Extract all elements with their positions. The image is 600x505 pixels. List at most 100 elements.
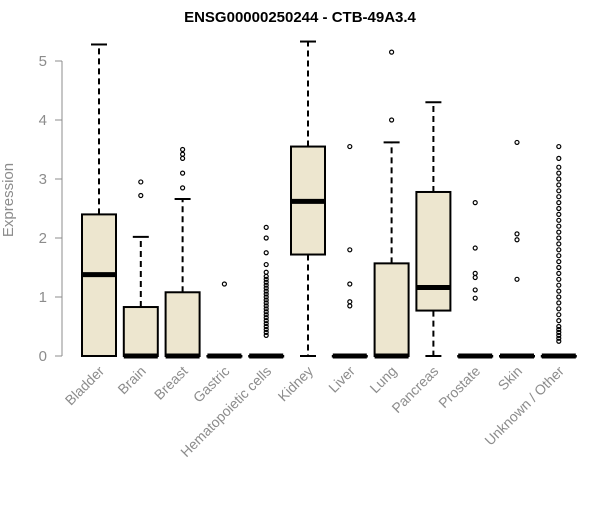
y-tick-label: 0: [39, 348, 47, 365]
outlier-point: [347, 303, 353, 309]
outlier-point: [556, 264, 562, 271]
outlier-point: [263, 320, 269, 327]
outlier-point: [263, 309, 269, 315]
outlier-point: [556, 155, 562, 161]
outlier-point: [180, 170, 186, 176]
outlier-point: [556, 294, 562, 300]
outlier-point: [556, 329, 562, 335]
outlier-point: [263, 315, 269, 321]
outlier-point: [556, 312, 562, 318]
outlier-point: [138, 192, 144, 199]
outlier-point: [389, 117, 395, 123]
outlier-point: [263, 332, 269, 338]
outlier-point: [347, 247, 353, 253]
outlier-point: [556, 176, 562, 182]
box-brain: [122, 179, 159, 359]
box-skin: [499, 139, 535, 359]
outlier-point: [180, 155, 186, 161]
outlier-point: [556, 211, 562, 217]
box-body: [373, 262, 410, 357]
outlier-point: [556, 332, 562, 338]
y-tick-label: 3: [39, 171, 47, 188]
outlier-point: [556, 182, 562, 188]
outlier-point: [556, 170, 562, 176]
outlier-point: [556, 326, 562, 333]
x-tick-label: Liver: [325, 363, 358, 396]
box-liver: [331, 143, 368, 359]
y-axis-label: Expression: [0, 163, 17, 237]
outlier-point: [556, 205, 562, 212]
outlier-point: [556, 217, 562, 223]
outlier-point: [514, 237, 520, 243]
outlier-point: [556, 282, 562, 288]
outlier-point: [556, 200, 562, 206]
outlier-point: [263, 312, 269, 318]
outlier-point: [514, 139, 520, 146]
box-lung: [373, 49, 410, 359]
chart-title: ENSG00000250244 - CTB-49A3.4: [184, 9, 416, 26]
outlier-point: [263, 261, 269, 268]
outlier-point: [556, 241, 562, 247]
outlier-point: [263, 300, 269, 306]
outlier-point: [263, 250, 269, 256]
box-prostate: [457, 200, 494, 359]
outlier-point: [556, 300, 562, 306]
outlier-point: [472, 270, 478, 276]
outlier-point: [556, 253, 562, 259]
outlier-point: [263, 224, 269, 230]
outlier-point: [347, 143, 353, 150]
box-body: [122, 306, 159, 357]
outlier-point: [556, 143, 562, 150]
outlier-point: [263, 306, 269, 312]
outlier-point: [263, 291, 269, 297]
y-tick-label: 2: [39, 230, 47, 247]
outlier-point: [556, 223, 562, 229]
outlier-point: [556, 188, 562, 194]
outlier-point: [514, 231, 520, 237]
outlier-point: [263, 282, 269, 288]
x-tick-label: Breast: [151, 363, 191, 403]
outlier-point: [263, 297, 269, 303]
outlier-point: [556, 276, 562, 282]
boxes-group: [81, 40, 577, 359]
outlier-point: [263, 285, 269, 291]
box-gastric: [206, 281, 243, 359]
x-tick-label: Bladder: [62, 363, 108, 409]
y-tick-label: 4: [39, 112, 47, 129]
outlier-point: [514, 276, 520, 282]
outlier-point: [180, 146, 186, 153]
box-hematopoietic-cells: [248, 224, 285, 359]
outlier-point: [263, 326, 269, 333]
outlier-point: [263, 318, 269, 324]
x-tick-label: Skin: [495, 363, 526, 394]
outlier-point: [556, 335, 562, 341]
outlier-point: [263, 294, 269, 300]
outlier-point: [472, 274, 478, 281]
x-tick-label: Kidney: [275, 363, 317, 405]
outlier-point: [263, 303, 269, 309]
box-body: [81, 213, 117, 357]
outlier-point: [138, 179, 144, 185]
outlier-point: [556, 229, 562, 235]
x-tick-label: Prostate: [435, 363, 483, 411]
outlier-point: [347, 281, 353, 287]
outlier-point: [263, 279, 269, 285]
outlier-point: [221, 281, 227, 287]
x-tick-label: Unknown / Other: [481, 363, 567, 449]
outlier-point: [556, 338, 562, 344]
outlier-point: [556, 323, 562, 330]
y-tick-label: 5: [39, 53, 47, 70]
outlier-point: [389, 49, 395, 55]
outlier-point: [472, 245, 478, 251]
box-kidney: [290, 40, 326, 357]
outlier-point: [556, 194, 562, 200]
outlier-point: [472, 200, 478, 206]
outlier-point: [263, 323, 269, 330]
outlier-point: [263, 288, 269, 294]
box-breast: [164, 146, 201, 359]
box-body: [415, 190, 452, 312]
outlier-point: [472, 295, 478, 301]
